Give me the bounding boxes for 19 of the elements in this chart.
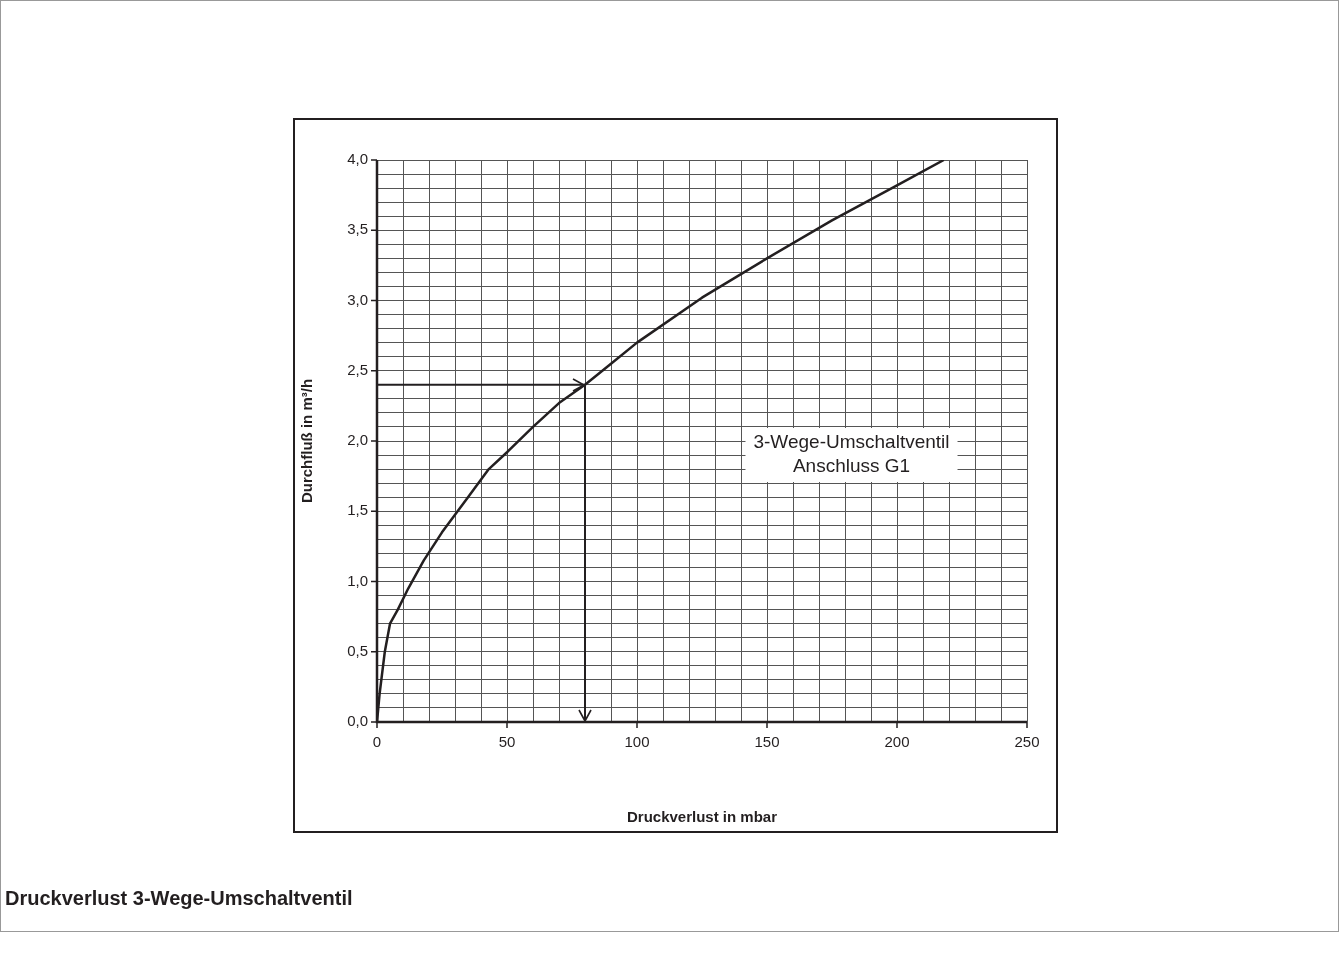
- x-tick-label: 100: [624, 733, 650, 751]
- y-tick-label: 1,0: [347, 571, 368, 589]
- y-tick-label: 2,0: [347, 431, 368, 449]
- y-tick-label: 0,0: [347, 712, 368, 730]
- y-axis-title: Durchfluß in m³/h: [298, 378, 316, 504]
- y-tick-label: 2,5: [347, 360, 368, 378]
- y-tick-label: 1,5: [347, 501, 368, 519]
- annotation: 3-Wege-Umschaltventil Anschluss G1: [753, 431, 950, 477]
- text: Druckverlust 3-Wege-Umschaltventil: [5, 887, 353, 910]
- x-tick-label: 250: [1014, 733, 1040, 751]
- y-tick-label: 4,0: [347, 150, 368, 168]
- x-tick-label: 200: [884, 733, 910, 751]
- x-axis-title: Druckverlust in mbar: [626, 808, 778, 826]
- y-tick-label: 0,5: [347, 641, 368, 659]
- x-tick-label: 50: [498, 733, 516, 751]
- y-tick-label: 3,0: [347, 290, 368, 308]
- x-tick-label: 150: [754, 733, 780, 751]
- x-tick-label: 0: [372, 733, 382, 751]
- y-tick-label: 3,5: [347, 220, 368, 238]
